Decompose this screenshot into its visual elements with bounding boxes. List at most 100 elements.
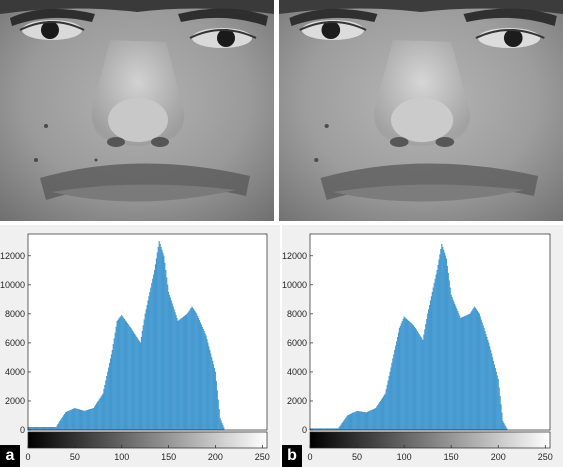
histogram-bar	[472, 309, 474, 431]
histogram-chart-a: 0 2000 4000 6000 8000 10000 12000 0 50 100 150 200 2…	[0, 233, 270, 462]
histogram-bar	[465, 315, 467, 431]
histogram-bar	[48, 426, 50, 431]
histogram-bar	[31, 426, 33, 431]
histogram-bar	[121, 315, 123, 431]
histogram-bar	[457, 311, 459, 431]
histogram-bar	[38, 426, 40, 431]
histogram-bar	[57, 424, 59, 431]
grayscale-colorbar	[309, 431, 551, 449]
histogram-bar	[459, 315, 461, 431]
histogram-bar	[402, 318, 404, 431]
histogram-bar	[220, 420, 222, 431]
histogram-bar	[502, 421, 504, 431]
histogram-bar	[196, 313, 198, 431]
histogram-bar	[140, 336, 142, 431]
histogram-bar	[338, 427, 340, 431]
histogram-bar	[352, 412, 354, 431]
histogram-bar	[94, 406, 96, 431]
histogram-bar	[349, 414, 351, 431]
histogram-bar	[158, 241, 160, 431]
histogram-bar	[85, 410, 87, 431]
histogram-bar	[163, 255, 165, 431]
x-tick-label: 100	[114, 452, 129, 462]
histogram-bar	[433, 283, 435, 431]
histogram-bar	[387, 380, 389, 431]
histogram-bar	[427, 313, 429, 431]
histogram-bar	[106, 376, 108, 431]
face-photo-processed-drawing	[279, 0, 563, 221]
histogram-bar	[50, 426, 52, 431]
histogram-bar	[406, 319, 408, 431]
histogram-bar	[130, 328, 132, 431]
histogram-bar	[494, 368, 496, 431]
histogram-bar	[221, 422, 223, 431]
histogram-bar	[207, 342, 209, 431]
histogram-bar	[444, 252, 446, 431]
y-tick-label: 8000	[5, 309, 25, 319]
histogram-bar	[157, 246, 159, 431]
histogram-bar	[142, 325, 144, 431]
histogram-bar	[79, 409, 82, 431]
histogram-bar	[429, 300, 431, 431]
histogram-bar	[175, 315, 177, 431]
histogram-bar	[89, 409, 91, 431]
histogram-bar	[160, 246, 162, 431]
histogram-bar	[187, 312, 189, 431]
histogram-bar	[98, 399, 100, 431]
histogram-bar	[429, 305, 431, 431]
histogram-bar	[136, 336, 138, 431]
histogram-bar	[128, 325, 130, 431]
histogram-bar	[370, 410, 372, 431]
histogram-bar	[109, 363, 111, 431]
histogram-bar	[123, 317, 125, 431]
histogram-bar	[395, 345, 397, 431]
y-tick-label: 0	[302, 425, 307, 435]
histogram-bar	[193, 309, 195, 431]
histogram-bar	[161, 249, 163, 431]
y-tick-label: 8000	[287, 309, 307, 319]
histogram-bar	[425, 324, 427, 431]
histogram-bar	[173, 309, 175, 431]
histogram-bar	[83, 411, 85, 431]
histogram-bar	[45, 426, 47, 431]
x-tick-label: 50	[352, 452, 362, 462]
histogram-bar	[345, 417, 347, 431]
histogram-bar	[46, 426, 48, 431]
histogram-bar	[93, 408, 95, 431]
histogram-bar	[460, 318, 462, 431]
histogram-bar	[198, 320, 201, 431]
histogram-bar	[122, 316, 124, 431]
y-tick-label: 2000	[5, 396, 25, 406]
histogram-bar	[419, 335, 421, 431]
histogram-bar	[378, 403, 380, 431]
histogram-bar	[401, 321, 403, 431]
histogram-bar	[369, 410, 371, 431]
histogram-bar	[147, 300, 149, 431]
histogram-bar	[418, 334, 420, 431]
histogram-bar	[119, 317, 121, 431]
histogram-bar	[167, 284, 169, 431]
histogram-bar	[204, 333, 206, 431]
histogram-bar	[344, 419, 346, 431]
histogram-bar	[490, 350, 492, 431]
histogram-bar	[40, 426, 42, 431]
histogram-bar	[137, 338, 139, 431]
histogram-bar	[162, 252, 164, 431]
face-photo-processed	[279, 0, 563, 221]
histogram-bar	[152, 278, 154, 431]
histogram-bar	[484, 331, 486, 431]
histogram-bar	[195, 312, 197, 431]
histogram-bar	[29, 426, 31, 431]
histogram-bar	[383, 395, 385, 431]
histogram-bar	[114, 332, 116, 431]
histogram-bar	[159, 244, 161, 431]
histogram-bar	[468, 314, 470, 431]
histogram-bar	[172, 306, 174, 431]
histogram-bar	[493, 364, 495, 431]
histogram-bar	[90, 408, 92, 431]
histogram-bar	[351, 413, 353, 431]
histogram-bar	[496, 375, 498, 431]
histogram-bar	[477, 310, 479, 431]
histogram-bar	[343, 420, 345, 431]
histogram-bar	[97, 400, 99, 431]
